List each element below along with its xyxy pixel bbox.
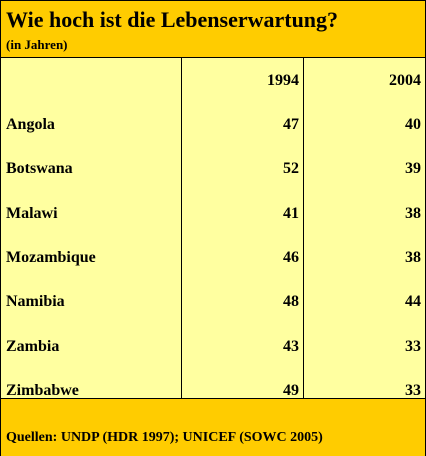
row-label: Malawi	[6, 205, 58, 222]
cell-2004: 39	[405, 160, 421, 177]
cell-1994: 46	[283, 249, 299, 266]
cell-2004: 33	[405, 382, 421, 399]
row-label: Zimbabwe	[6, 382, 79, 399]
cell-1994: 43	[283, 338, 299, 355]
cell-1994: 49	[283, 382, 299, 399]
cell-1994: 52	[283, 160, 299, 177]
cell-1994: 48	[283, 293, 299, 310]
cell-2004: 38	[405, 249, 421, 266]
column-header-2004: 2004	[389, 72, 421, 89]
row-label: Zambia	[6, 338, 60, 355]
cell-2004: 44	[405, 293, 421, 310]
cell-2004: 40	[405, 116, 421, 133]
cell-1994: 41	[283, 205, 299, 222]
cell-2004: 38	[405, 205, 421, 222]
page-title: Wie hoch ist die Lebenserwartung?	[6, 7, 339, 32]
cell-2004: 33	[405, 338, 421, 355]
table-header: Wie hoch ist die Lebenserwartung? (in Ja…	[1, 1, 425, 58]
column-divider-1	[181, 58, 182, 398]
page-subtitle: (in Jahren)	[6, 37, 68, 52]
row-label: Angola	[6, 116, 55, 133]
table-footer: Quellen: UNDP (HDR 1997); UNICEF (SOWC 2…	[1, 398, 425, 456]
column-divider-2	[303, 58, 304, 398]
row-label: Mozambique	[6, 249, 96, 266]
row-label: Botswana	[6, 160, 73, 177]
source-note: Quellen: UNDP (HDR 1997); UNICEF (SOWC 2…	[6, 430, 323, 445]
column-header-1994: 1994	[267, 72, 299, 89]
cell-1994: 47	[283, 116, 299, 133]
row-label: Namibia	[6, 293, 65, 310]
